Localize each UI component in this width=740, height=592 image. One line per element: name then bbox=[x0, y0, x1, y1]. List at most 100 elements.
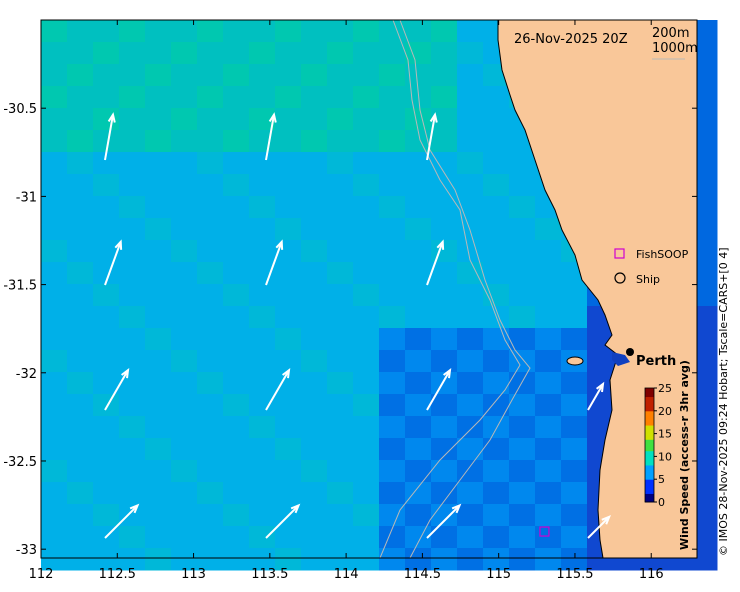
raster-cell bbox=[509, 306, 536, 329]
raster-cell bbox=[119, 196, 146, 219]
raster-cell bbox=[67, 372, 94, 395]
wind-arrow-head bbox=[107, 112, 116, 123]
raster-cell bbox=[509, 504, 536, 527]
wind-arrow bbox=[265, 504, 300, 539]
raster-cell bbox=[301, 460, 328, 483]
raster-cell bbox=[379, 130, 406, 153]
raster-cell bbox=[561, 526, 588, 549]
raster-cell bbox=[535, 438, 562, 461]
colorbar-segment bbox=[645, 473, 654, 477]
raster-cell bbox=[67, 174, 94, 197]
raster-cell bbox=[249, 394, 276, 417]
raster-cell bbox=[691, 196, 718, 219]
raster-cell bbox=[353, 526, 380, 549]
raster-cell bbox=[457, 460, 484, 483]
raster-cell bbox=[67, 42, 94, 65]
swan-river bbox=[612, 352, 630, 366]
raster-cell bbox=[327, 372, 354, 395]
wind-arrow bbox=[426, 241, 444, 286]
raster-cell bbox=[405, 130, 432, 153]
raster-cell bbox=[483, 416, 510, 439]
raster-cell bbox=[431, 20, 458, 43]
raster-cell bbox=[535, 328, 562, 351]
raster-cell bbox=[171, 548, 198, 571]
raster-cell bbox=[145, 482, 172, 505]
raster-cell bbox=[301, 262, 328, 285]
wind-arrow bbox=[587, 516, 610, 539]
wind-arrow bbox=[426, 114, 436, 161]
raster-cell bbox=[431, 108, 458, 131]
raster-cell bbox=[483, 438, 510, 461]
raster-cell bbox=[119, 460, 146, 483]
raster-cell bbox=[353, 328, 380, 351]
colorbar-segment bbox=[645, 462, 654, 466]
raster-cell bbox=[223, 130, 250, 153]
raster-cell bbox=[67, 240, 94, 263]
raster-cell bbox=[691, 218, 718, 241]
raster-cell bbox=[93, 130, 120, 153]
raster-cell bbox=[171, 130, 198, 153]
raster-cell bbox=[41, 64, 68, 87]
raster-cell bbox=[301, 108, 328, 131]
raster-cell bbox=[353, 152, 380, 175]
raster-cell bbox=[535, 482, 562, 505]
raster-cell bbox=[535, 350, 562, 373]
raster-cell bbox=[301, 20, 328, 43]
colorbar-segment bbox=[645, 493, 654, 497]
raster-cell bbox=[379, 108, 406, 131]
raster-cell bbox=[353, 306, 380, 329]
wind-arrow-head bbox=[268, 112, 277, 123]
raster-cell bbox=[457, 174, 484, 197]
raster-cell bbox=[509, 152, 536, 175]
raster-cell bbox=[457, 328, 484, 351]
colorbar-tick-label: 5 bbox=[658, 473, 665, 486]
raster-cell bbox=[301, 86, 328, 109]
raster-cell bbox=[379, 416, 406, 439]
raster-cell bbox=[535, 218, 562, 241]
raster-cell bbox=[327, 240, 354, 263]
raster-cell bbox=[197, 328, 224, 351]
raster-cell bbox=[353, 372, 380, 395]
raster-cell bbox=[275, 218, 302, 241]
raster-cell bbox=[145, 548, 172, 571]
raster-cell bbox=[249, 174, 276, 197]
raster-cell bbox=[535, 372, 562, 395]
raster-cell bbox=[691, 548, 718, 571]
raster-cell bbox=[561, 306, 588, 329]
fishsoop-legend-label: FishSOOP bbox=[636, 248, 689, 261]
raster-cell bbox=[379, 306, 406, 329]
raster-cell bbox=[301, 350, 328, 373]
raster-cell bbox=[405, 416, 432, 439]
wind-arrow-head bbox=[443, 367, 452, 379]
raster-cell bbox=[41, 284, 68, 307]
raster-cell bbox=[483, 526, 510, 549]
raster-cell bbox=[691, 460, 718, 483]
raster-cell bbox=[223, 86, 250, 109]
raster-cell bbox=[483, 548, 510, 571]
raster-cell bbox=[93, 284, 120, 307]
raster-cell bbox=[41, 526, 68, 549]
raster-cell bbox=[197, 196, 224, 219]
raster-cell bbox=[223, 548, 250, 571]
raster-cell bbox=[249, 42, 276, 65]
raster-cell bbox=[431, 240, 458, 263]
raster-cell bbox=[353, 20, 380, 43]
raster-cell bbox=[275, 64, 302, 87]
raster-cell bbox=[119, 306, 146, 329]
raster-cell bbox=[93, 64, 120, 87]
raster-cell bbox=[457, 306, 484, 329]
raster-cell bbox=[171, 460, 198, 483]
raster-cell bbox=[119, 218, 146, 241]
raster-cell bbox=[93, 86, 120, 109]
raster-cell bbox=[93, 42, 120, 65]
raster-cell bbox=[431, 416, 458, 439]
raster-cell bbox=[93, 108, 120, 131]
raster-cell bbox=[41, 460, 68, 483]
raster-cell bbox=[535, 460, 562, 483]
colorbar-tick-label: 10 bbox=[658, 450, 672, 463]
raster-cell bbox=[249, 108, 276, 131]
raster-cell bbox=[353, 130, 380, 153]
raster-cell bbox=[431, 526, 458, 549]
raster-cell bbox=[509, 394, 536, 417]
